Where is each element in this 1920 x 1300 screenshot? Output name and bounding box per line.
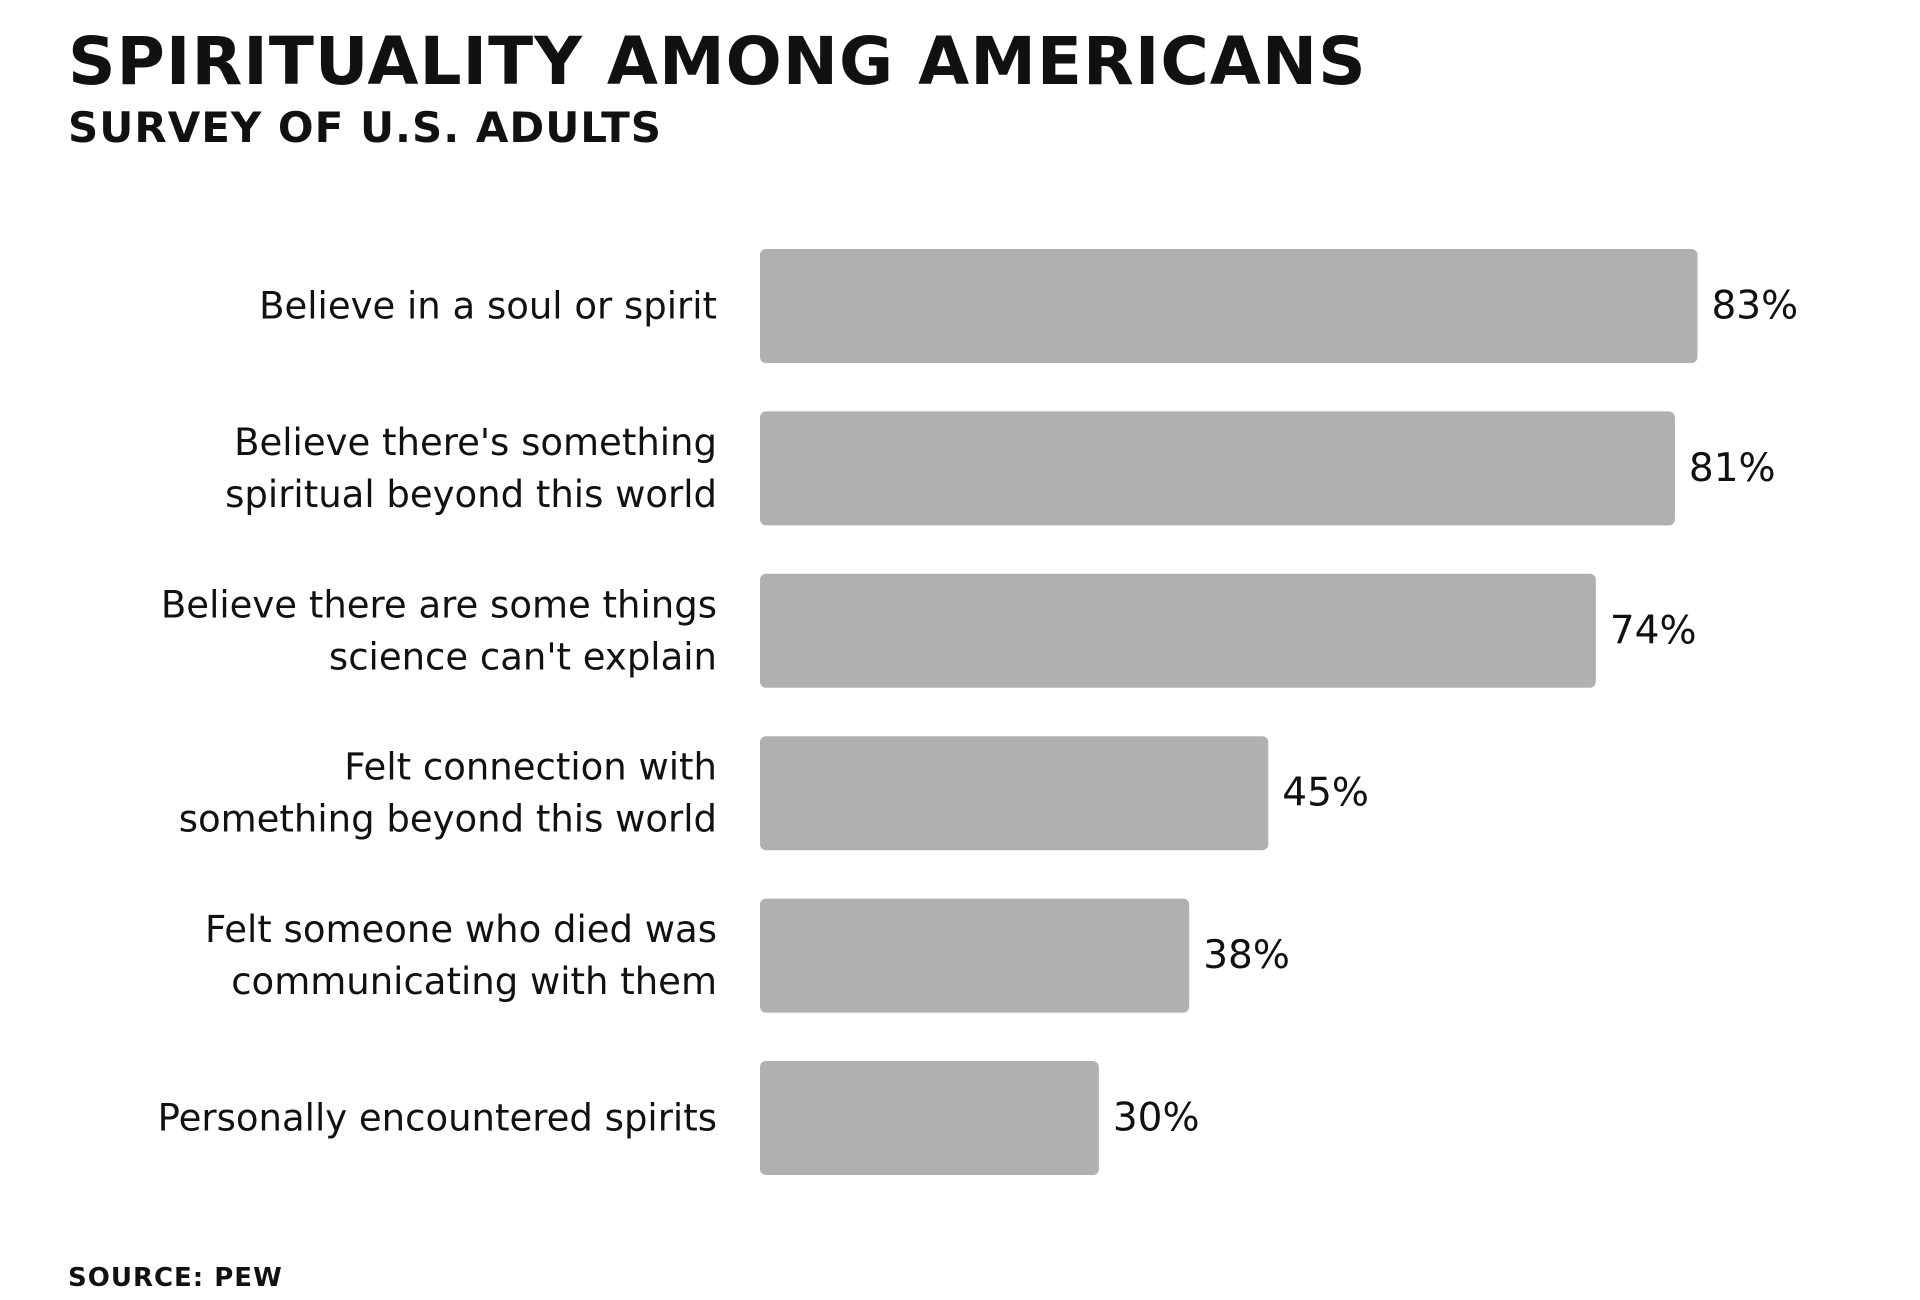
bar-4 (760, 736, 1269, 851)
bar-6 (760, 1061, 1099, 1175)
category-label-line: Felt connection with (344, 746, 717, 789)
category-label-6: Personally encountered spirits (158, 1097, 717, 1140)
category-label-1: Believe in a soul or spirit (259, 285, 717, 328)
category-label-5: Felt someone who died was communicating w… (205, 908, 717, 1003)
category-label-line: Personally encountered spirits (158, 1097, 717, 1140)
category-label-4: Felt connection with something beyond thi… (179, 746, 717, 841)
category-label-line: something beyond this world (179, 798, 717, 841)
value-label-4: 45% (1282, 771, 1369, 816)
bar-1 (760, 249, 1698, 363)
value-label-6: 30% (1113, 1096, 1200, 1141)
source-note: SOURCE: PEW (68, 1263, 283, 1293)
bar-2 (760, 411, 1675, 526)
category-label-line: Believe there's something (234, 421, 717, 464)
category-label-2: Believe there's something spiritual beyon… (225, 421, 717, 516)
bar-5 (760, 898, 1190, 1013)
category-label-line: Believe in a soul or spirit (259, 285, 717, 328)
category-label-line: Believe there are some things (161, 583, 717, 626)
category-label-line: Felt someone who died was (205, 908, 717, 951)
value-label-5: 38% (1203, 933, 1290, 978)
category-label-line: communicating with them (231, 960, 717, 1003)
value-label-2: 81% (1689, 446, 1776, 491)
chart-title: SPIRITUALITY AMONG AMERICANS (68, 23, 1367, 100)
value-label-1: 83% (1711, 284, 1798, 329)
category-label-line: spiritual beyond this world (225, 473, 717, 516)
chart-subtitle: SURVEY OF U.S. ADULTS (68, 103, 663, 152)
category-label-line: science can't explain (329, 635, 717, 678)
category-label-3: Believe there are some things science can… (161, 583, 717, 678)
bar-3 (760, 573, 1596, 688)
value-label-3: 74% (1610, 608, 1697, 653)
